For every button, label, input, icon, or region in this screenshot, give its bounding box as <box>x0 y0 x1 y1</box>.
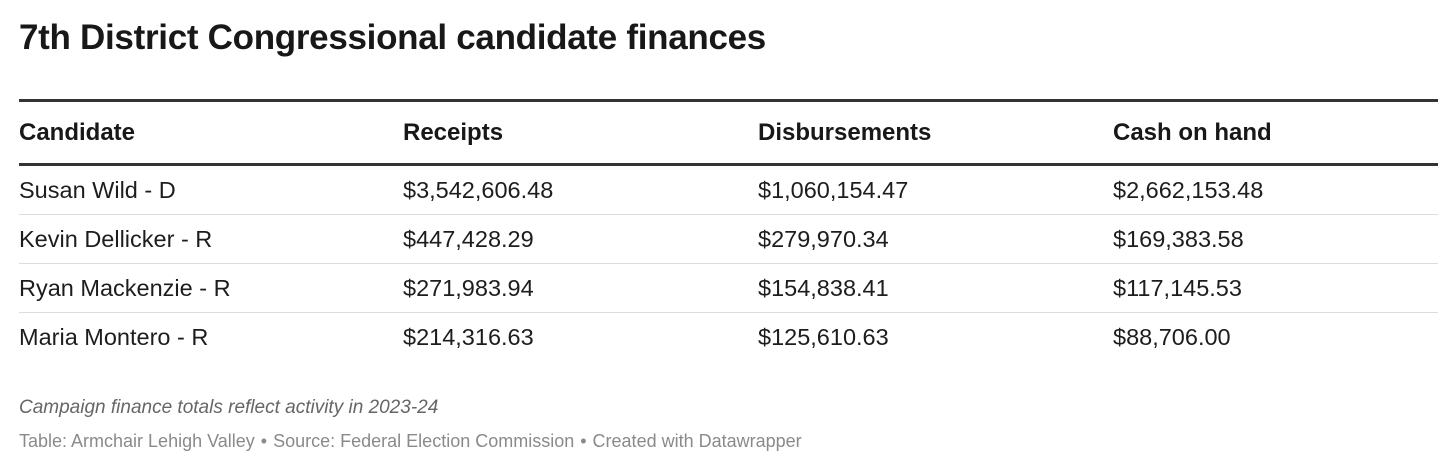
table-row: Ryan Mackenzie - R $271,983.94 $154,838.… <box>19 263 1438 313</box>
chart-footer: Table: Armchair Lehigh Valley • Source: Fe… <box>19 431 802 452</box>
cell-disbursements: $1,060,154.47 <box>758 164 1113 215</box>
column-header-candidate[interactable]: Candidate <box>19 100 403 166</box>
column-header-cash-on-hand[interactable]: Cash on hand <box>1113 100 1438 166</box>
cell-cash-on-hand: $88,706.00 <box>1113 323 1231 350</box>
footer-separator: • <box>580 431 587 451</box>
cell-receipts: $214,316.63 <box>403 323 534 350</box>
cell-receipts: $271,983.94 <box>403 263 758 313</box>
cell-candidate: Kevin Dellicker - R <box>19 214 403 264</box>
chart-notes: Campaign finance totals reflect activity… <box>19 397 439 418</box>
cell-candidate: Ryan Mackenzie - R <box>19 263 403 313</box>
datawrapper-credit[interactable]: Created with Datawrapper <box>592 431 802 451</box>
table-row: Kevin Dellicker - R $447,428.29 $279,970… <box>19 214 1438 264</box>
cell-cash-on-hand: $169,383.58 <box>1113 214 1438 264</box>
cell-cash-on-hand: $117,145.53 <box>1113 263 1438 313</box>
cell-receipts: $3,542,606.48 <box>403 164 758 215</box>
footer-separator: • <box>260 431 268 451</box>
chart-title: 7th District Congressional candidate fin… <box>19 18 766 57</box>
source-credit: Source: Federal Election Commission <box>273 431 575 451</box>
table-row: Maria Montero - R $214,316.63 $125,610.6… <box>19 313 1438 362</box>
cell-disbursements: $154,838.41 <box>758 263 1113 313</box>
column-header-receipts[interactable]: Receipts <box>403 100 758 166</box>
table-header-row: Candidate Receipts Disbursements Cash on… <box>19 100 1438 166</box>
cell-cash-on-hand: $2,662,153.48 <box>1113 164 1438 215</box>
cell-candidate: Susan Wild - D <box>19 164 403 215</box>
cell-receipts: $447,428.29 <box>403 214 758 264</box>
table-row: Susan Wild - D $3,542,606.48 $1,060,154.… <box>19 164 1438 215</box>
cell-disbursements: $279,970.34 <box>758 214 1113 264</box>
finance-table: Candidate Receipts Disbursements Cash on… <box>19 99 1438 361</box>
cell-candidate: Maria Montero - R <box>19 323 209 350</box>
cell-disbursements: $125,610.63 <box>758 323 889 350</box>
column-header-disbursements[interactable]: Disbursements <box>758 100 1113 166</box>
table-credit: Table: Armchair Lehigh Valley <box>19 431 255 451</box>
